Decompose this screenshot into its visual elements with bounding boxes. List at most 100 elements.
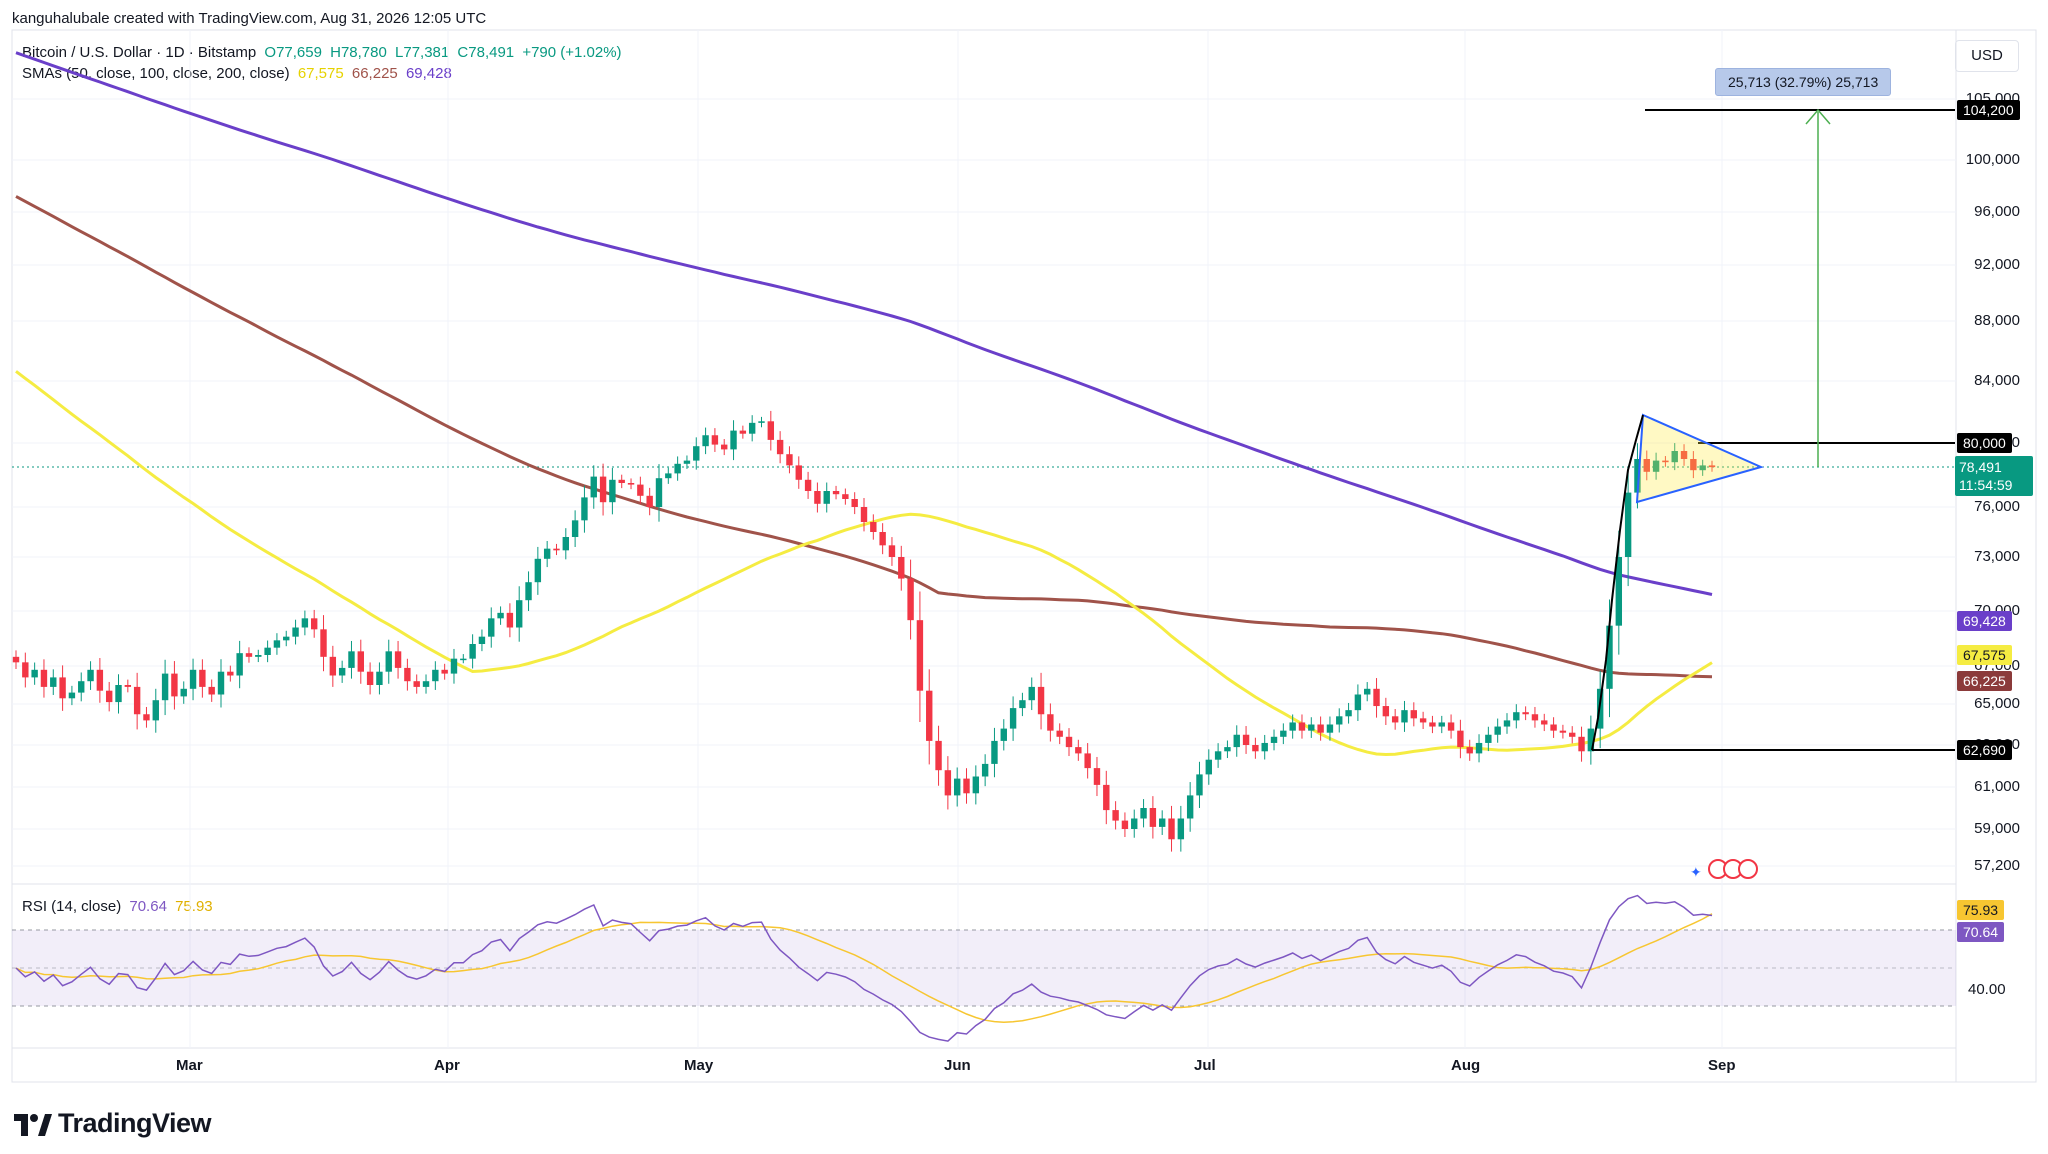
candle-body	[376, 671, 383, 685]
candle-body	[525, 582, 532, 601]
candle-body	[543, 548, 551, 559]
candle-body	[1308, 724, 1315, 731]
last-price-value: 78,491	[1959, 459, 2002, 475]
candle-body	[217, 671, 225, 695]
candle-body	[972, 776, 980, 794]
price-axis-tick: 88,000	[1974, 312, 2020, 329]
symbol-name[interactable]: Bitcoin / U.S. Dollar · 1D · Bitstamp	[22, 44, 257, 61]
candle-body	[646, 495, 653, 507]
close-value: C78,491	[457, 44, 515, 61]
candle-body	[1121, 820, 1129, 829]
candle-body	[1214, 751, 1222, 760]
candle-body	[105, 690, 113, 703]
candle-body	[702, 435, 709, 447]
candle-body	[273, 640, 281, 648]
sma50-value: 67,575	[297, 65, 344, 82]
candle-body	[571, 520, 579, 537]
measure-label[interactable]: 25,713 (32.79%) 25,713	[1715, 68, 1892, 96]
price-axis-tick: 100,000	[1965, 151, 2020, 168]
candle-body	[348, 651, 355, 668]
candle-body	[767, 421, 775, 440]
candle-body	[1391, 716, 1399, 723]
candle-body	[599, 476, 607, 503]
high-value: H78,780	[330, 44, 387, 61]
price-axis-tick: 59,000	[1974, 820, 2020, 837]
candle-body	[693, 446, 700, 461]
candle-body	[488, 618, 495, 637]
candle-body	[460, 658, 467, 661]
candle-body	[236, 653, 243, 676]
candle-body	[1531, 714, 1539, 721]
candle-body	[711, 435, 719, 445]
candle-body	[1196, 774, 1203, 796]
rsi-band	[12, 930, 1956, 1006]
candle-body	[562, 537, 570, 551]
candle-body	[1634, 459, 1641, 493]
pennant-triangle[interactable]	[1635, 413, 1764, 504]
price-chart[interactable]: ✦	[0, 0, 2048, 1100]
candle-body	[301, 618, 309, 628]
candle-body	[590, 476, 597, 498]
candle-body	[115, 685, 122, 703]
candle-body	[199, 669, 206, 687]
candle-body	[432, 669, 439, 682]
candle-body	[152, 700, 159, 721]
candle-body	[171, 673, 178, 697]
tradingview-logo[interactable]: TradingView	[14, 1108, 212, 1139]
candle-body	[1037, 686, 1045, 715]
candle-body	[1149, 808, 1157, 827]
candle-body	[1224, 747, 1231, 752]
low-value: L77,381	[395, 44, 450, 61]
candle-body	[823, 491, 830, 504]
candle-body	[394, 651, 402, 668]
candle-body	[422, 681, 430, 687]
rsi-ma-price-tag: 75.93	[1957, 900, 2005, 920]
candle-body	[133, 686, 141, 715]
candle-body	[189, 669, 197, 689]
candle-body	[1131, 818, 1138, 829]
price-axis-tick: 76,000	[1974, 498, 2020, 515]
candle-body	[1056, 730, 1063, 737]
candle-body	[1475, 742, 1483, 754]
change-value: +790 (+1.02%)	[522, 44, 622, 61]
candle-body	[1009, 708, 1017, 729]
candle-body	[22, 662, 29, 678]
candle-body	[1205, 759, 1212, 775]
candle-body	[441, 669, 448, 674]
time-axis-tick: Jun	[944, 1057, 971, 1074]
candle-body	[618, 479, 625, 483]
candle-body	[534, 558, 542, 583]
candle-body	[1242, 734, 1250, 745]
candle-body	[1606, 625, 1613, 689]
rsi-line	[15, 894, 1713, 1042]
candle-body	[413, 681, 420, 687]
candle-body	[1652, 460, 1660, 472]
time-axis-tick: Mar	[176, 1057, 203, 1074]
candle-body	[1345, 710, 1352, 717]
candle-body	[851, 499, 858, 507]
candle-body	[1578, 736, 1585, 752]
candle-body	[786, 454, 793, 466]
candle-body	[1671, 451, 1678, 463]
candle-body	[1364, 688, 1371, 695]
candle-body	[804, 479, 812, 491]
candle-body	[1680, 451, 1688, 459]
candle-body	[68, 692, 76, 699]
candle-body	[795, 465, 802, 480]
economic-events-icon[interactable]: ✦	[1690, 859, 1758, 881]
candle-body	[292, 627, 299, 637]
candle-body	[1317, 724, 1324, 733]
candle-body	[1485, 734, 1492, 743]
candle-body	[1690, 459, 1697, 471]
candle-body	[516, 600, 523, 628]
candle-body	[1662, 460, 1669, 463]
target-arrow-head	[1805, 108, 1831, 125]
candle-body	[1541, 720, 1548, 725]
time-axis-tick: Apr	[434, 1057, 460, 1074]
candle-body	[31, 669, 38, 678]
candle-body	[991, 740, 998, 764]
candle-body	[860, 507, 868, 522]
candle-body	[469, 644, 476, 659]
rsi-label[interactable]: RSI (14, close)	[22, 898, 122, 915]
svg-text:✦: ✦	[1690, 865, 1702, 881]
